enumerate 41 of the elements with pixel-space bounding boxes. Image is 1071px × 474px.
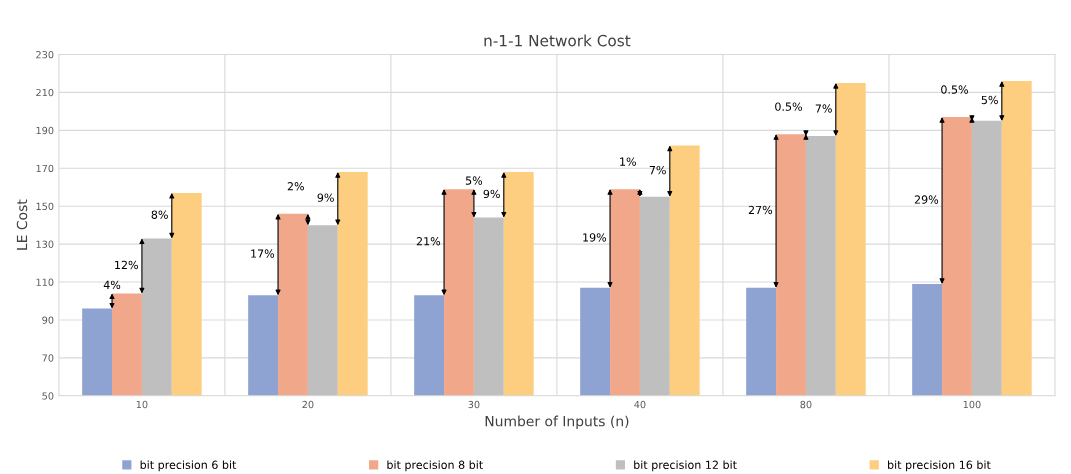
y-tick-label: 70 — [42, 354, 54, 362]
chart-title: n-1-1 Network Cost — [484, 34, 631, 47]
annotation: 7% — [649, 165, 666, 175]
x-tick-label: 40 — [634, 400, 646, 409]
y-tick-label: 110 — [36, 278, 54, 286]
annotation: 7% — [815, 104, 832, 113]
annotation: 9% — [483, 189, 500, 199]
y-tick-label: 190 — [36, 126, 54, 135]
annotation: 21% — [416, 237, 441, 246]
x-tick-label: 80 — [800, 400, 812, 409]
annotation: 27% — [748, 205, 773, 215]
x-tick-label: 100 — [963, 400, 981, 409]
annotation: 4% — [103, 280, 121, 290]
x-axis-title: Number of Inputs (n) — [485, 415, 629, 430]
y-tick-label: 50 — [42, 392, 54, 400]
y-axis-title: LE Cost — [16, 199, 28, 250]
x-tick-label: 30 — [468, 400, 480, 409]
legend-label: bit precision 16 bit — [888, 460, 991, 472]
y-tick-label: 230 — [36, 50, 54, 59]
annotation: 5% — [981, 95, 998, 105]
annotation: 5% — [465, 176, 483, 185]
annotation: 12% — [115, 260, 138, 270]
annotation: 1% — [620, 157, 636, 166]
y-tick-label: 150 — [36, 202, 54, 211]
y-tick-label: 170 — [36, 164, 54, 173]
y-tick-label: 210 — [36, 88, 54, 97]
legend-label: bit precision 6 bit — [140, 460, 237, 472]
annotation: 9% — [317, 193, 334, 202]
annotation: 29% — [914, 195, 939, 204]
annotation: 2% — [287, 182, 304, 191]
legend-label: bit precision 8 bit — [387, 460, 483, 472]
y-tick-label: 130 — [36, 240, 54, 248]
annotation: 17% — [251, 249, 275, 258]
annotation: 19% — [583, 233, 607, 242]
annotation: 0.5% — [941, 85, 968, 94]
y-tick-label: 90 — [42, 316, 54, 324]
x-tick-label: 10 — [136, 400, 148, 409]
annotation: 8% — [151, 210, 168, 219]
legend-label: bit precision 12 bit — [634, 460, 737, 472]
x-tick-label: 20 — [302, 400, 314, 409]
annotation: 0.5% — [775, 102, 802, 111]
